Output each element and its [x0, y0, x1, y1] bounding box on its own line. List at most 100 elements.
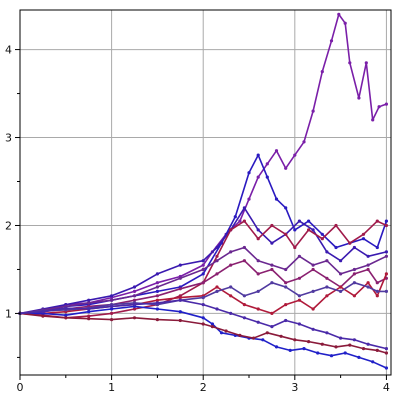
series-4-point-13	[270, 263, 274, 267]
series-3-point-17	[320, 237, 324, 241]
series-9-point-13	[265, 331, 269, 335]
series-2-point-12	[256, 228, 260, 232]
series-1-point-19	[334, 245, 338, 250]
series-0-point-13	[256, 175, 260, 179]
series-7-point-18	[339, 289, 343, 293]
series-3-point-18	[334, 223, 338, 228]
series-0-point-20	[320, 70, 324, 74]
series-6-point-17	[325, 294, 329, 298]
series-10-point-11	[242, 316, 246, 320]
series-3-point-11	[242, 219, 246, 223]
series-0-point-16	[284, 166, 288, 170]
series-10-point-2	[64, 306, 68, 310]
series-8-point-21	[371, 360, 375, 364]
series-0-point-17	[293, 153, 297, 157]
series-10-point-19	[352, 338, 356, 342]
series-0-point-6	[155, 281, 159, 285]
series-0-point-27	[371, 118, 375, 122]
series-8-point-16	[302, 347, 306, 351]
series-3-point-22	[384, 223, 388, 228]
series-0-point-11	[238, 219, 242, 223]
series-4-point-3	[87, 301, 91, 305]
series-5-point-13	[270, 267, 274, 272]
series-2-point-19	[352, 245, 356, 250]
series-5-point-14	[284, 281, 288, 285]
series-6-point-21	[375, 294, 379, 298]
series-5-point-9	[215, 272, 219, 276]
series-10-point-10	[229, 311, 233, 315]
series-3-point-3	[87, 314, 91, 318]
series-5-point-7	[178, 287, 182, 291]
series-2-point-5	[132, 285, 137, 289]
series-5-point-12	[256, 272, 260, 276]
series-0-point-18	[302, 140, 306, 144]
series-7-point-21	[375, 289, 379, 293]
series-8-point-15	[288, 348, 292, 352]
y-tick-label-2: 3	[5, 132, 12, 145]
series-2-point-7	[178, 263, 182, 267]
series-3-point-13	[270, 223, 274, 228]
series-7-point-16	[311, 289, 315, 293]
series-8-point-17	[316, 351, 320, 355]
series-7-point-22	[384, 289, 388, 293]
series-8-point-8	[201, 316, 205, 320]
series-1-point-22	[375, 245, 379, 250]
series-10-point-5	[132, 303, 137, 307]
series-5-point-15	[297, 276, 301, 280]
series-1-point-17	[307, 219, 311, 223]
series-9-point-7	[178, 318, 182, 323]
series-0-point-25	[357, 96, 361, 100]
series-10-point-15	[297, 322, 301, 326]
x-tick-label-2: 2	[200, 381, 207, 394]
series-10-point-16	[311, 327, 315, 331]
series-3-point-9	[215, 254, 219, 258]
series-5-point-20	[366, 267, 370, 272]
series-4-point-9	[215, 259, 219, 263]
series-6-point-13	[270, 311, 274, 315]
series-9-point-12	[252, 336, 256, 340]
series-1-point-23	[384, 219, 388, 223]
series-8-point-9	[210, 322, 214, 326]
series-8-point-18	[329, 354, 334, 358]
series-4-point-5	[132, 294, 137, 298]
series-7-point-14	[284, 285, 288, 289]
series-2-point-4	[110, 294, 114, 298]
series-0-point-23	[343, 21, 347, 25]
x-tick-label-3: 3	[291, 381, 298, 394]
series-8-point-20	[357, 355, 361, 359]
series-7-point-19	[352, 281, 356, 285]
series-9-point-15	[293, 338, 297, 342]
series-9-point-4	[110, 318, 114, 322]
series-4-point-12	[256, 259, 260, 263]
series-8-point-10	[219, 331, 224, 335]
series-6-point-20	[366, 281, 370, 285]
series-6-point-22	[384, 272, 388, 276]
x-tick-label-1: 1	[108, 381, 115, 394]
series-1-point-21	[361, 237, 366, 241]
x-tick-label-0: 0	[17, 381, 24, 394]
series-4-point-18	[339, 272, 343, 276]
series-3-point-12	[256, 237, 260, 241]
series-line-2	[19, 207, 388, 315]
series-5-point-5	[132, 298, 137, 302]
series-line-4	[19, 246, 388, 315]
series-9-point-9	[210, 325, 214, 329]
series-9-point-18	[334, 345, 338, 349]
series-4-point-19	[352, 267, 356, 272]
series-7-point-20	[366, 285, 370, 289]
series-4-point-4	[110, 298, 114, 302]
series-1-point-18	[320, 232, 324, 236]
series-0-point-29	[384, 102, 388, 106]
series-8-point-3	[87, 310, 91, 314]
series-10-point-21	[384, 347, 388, 351]
series-7-point-8	[201, 296, 205, 300]
series-10-point-1	[41, 310, 45, 314]
series-9-point-21	[375, 348, 379, 352]
series-5-point-6	[155, 294, 159, 298]
series-3-point-10	[229, 228, 233, 232]
series-10-point-17	[325, 331, 329, 335]
series-line-0	[19, 13, 388, 315]
series-8-point-13	[261, 338, 265, 342]
